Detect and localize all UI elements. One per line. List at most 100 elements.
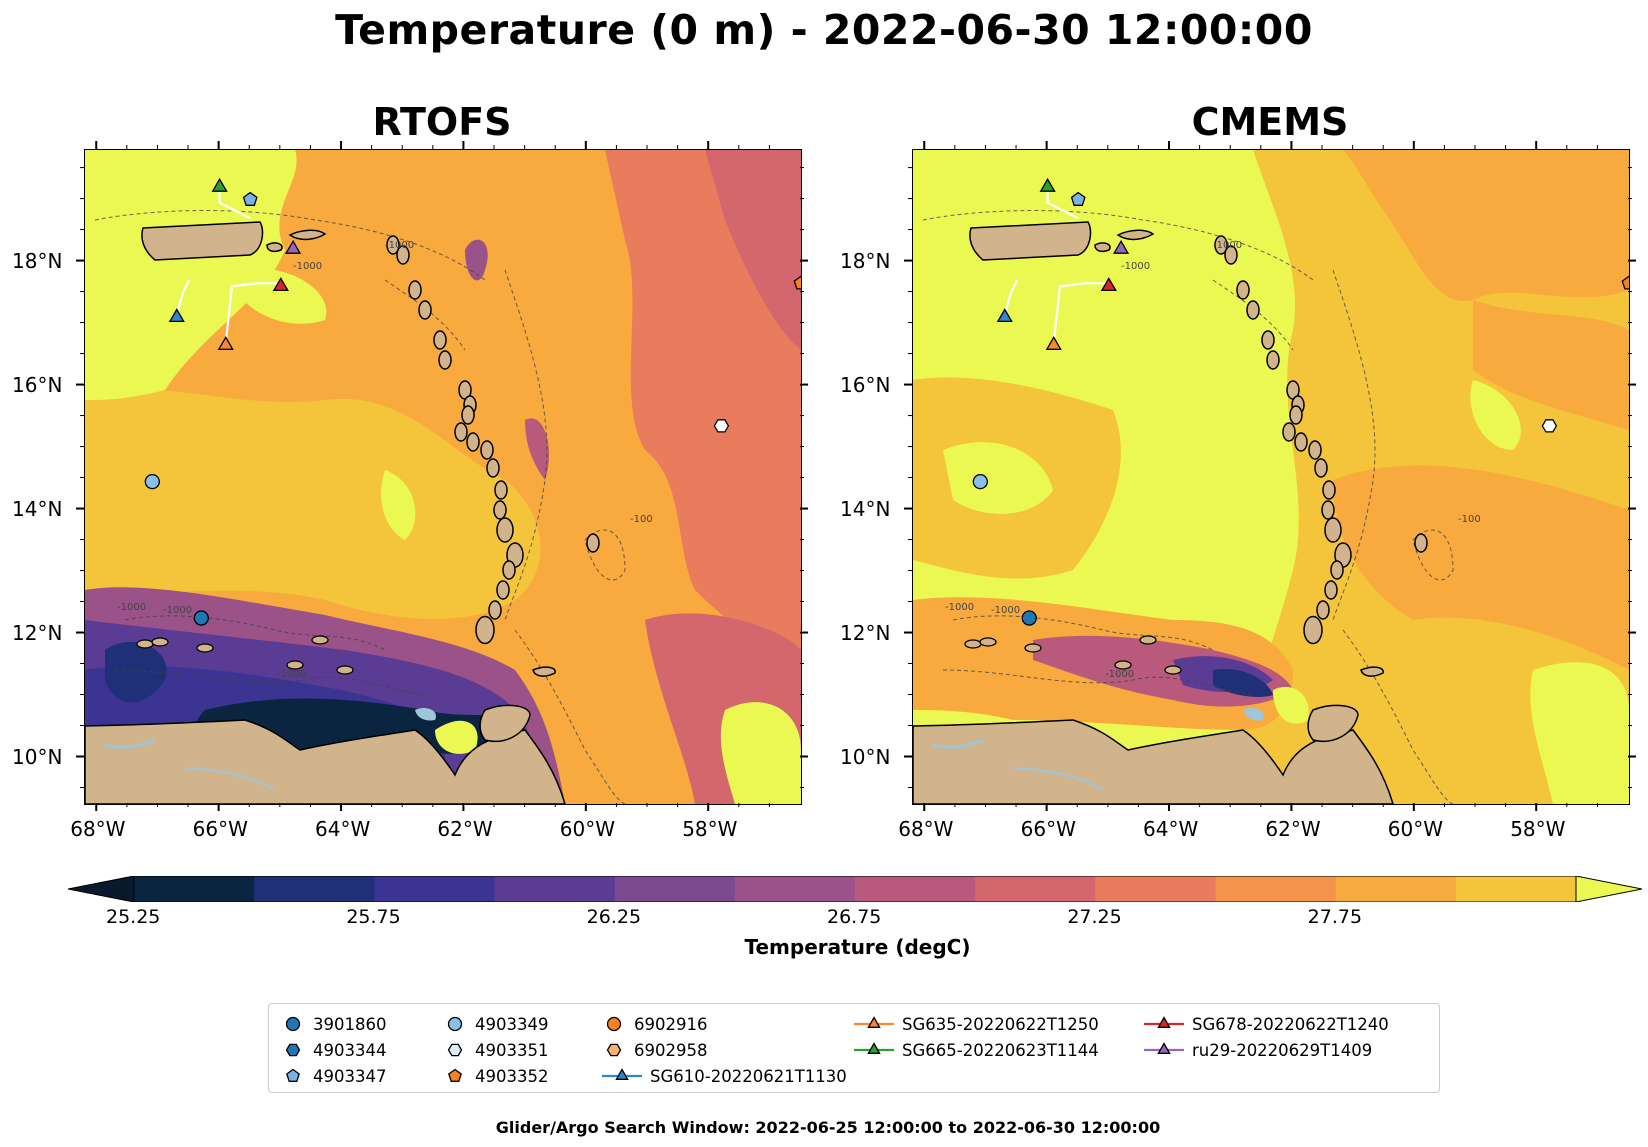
colorbar-segment: [1335, 876, 1457, 902]
lon-tick-label: 66°W: [1020, 817, 1076, 841]
legend-item: SG635-20220622T1250: [854, 1014, 1099, 1034]
map-panel-cmems: -1000 -1000 -1000 -100 -1000 -1000: [912, 149, 1630, 805]
contour-label: -1000: [163, 605, 192, 616]
lat-tick-label: 10°N: [12, 744, 63, 769]
lat-tick-label: 14°N: [840, 496, 891, 521]
lat-tick-label: 10°N: [840, 744, 891, 769]
legend-label: SG610-20220621T1130: [650, 1066, 847, 1086]
glider-track: [1003, 279, 1018, 315]
marker-4903352: [1621, 275, 1629, 290]
contour-label: -1000: [991, 605, 1020, 616]
marker-4903352: [793, 275, 801, 290]
marker-4903347: [242, 191, 258, 206]
colorbar-tick-label: 27.25: [1067, 906, 1122, 928]
contour-label: -1000: [385, 240, 414, 251]
glider-track: [224, 282, 281, 343]
colorbar-segment: [614, 876, 736, 902]
legend-label: 4903351: [475, 1040, 549, 1060]
legend-marker: [447, 1043, 463, 1057]
figure-title: Temperature (0 m) - 2022-06-30 12:00:00: [335, 6, 1313, 54]
legend-item: SG678-20220622T1240: [1144, 1014, 1389, 1034]
marker-SG678-20220622T1240: [1100, 277, 1117, 292]
marker-3901860: [193, 610, 209, 626]
glider-track: [218, 190, 251, 220]
marker-SG665-20220623T1144: [1039, 177, 1056, 192]
legend-label: ru29-20220629T1409: [1192, 1040, 1373, 1060]
marker-3901860: [1021, 610, 1037, 626]
legend-item: 3901860: [281, 1014, 387, 1034]
triangle-marker-icon: [1144, 1016, 1184, 1028]
circle-marker-icon: [447, 1016, 463, 1032]
hexagon-marker-icon: [285, 1043, 301, 1057]
marker-SG678-20220622T1240: [272, 277, 289, 292]
colorbar-segment: [734, 876, 856, 902]
legend-item: 4903351: [443, 1040, 549, 1060]
legend-marker: [285, 1043, 301, 1057]
legend-item: ru29-20220629T1409: [1144, 1040, 1372, 1060]
panel-title-rtofs: RTOFS: [372, 100, 512, 144]
marker-4903349: [972, 473, 988, 490]
legend-label: 4903352: [475, 1066, 549, 1086]
triangle-marker-icon: [854, 1016, 894, 1028]
legend-item: 6902916: [602, 1014, 708, 1034]
lat-tick-label: 12°N: [12, 620, 63, 645]
lon-tick-label: 60°W: [1387, 817, 1444, 841]
lon-tick-label: 58°W: [1510, 817, 1566, 841]
lat-tick-label: 12°N: [840, 620, 891, 645]
lon-tick-label: 62°W: [1265, 817, 1321, 841]
colorbar-segment: [494, 876, 616, 902]
lon-tick-label: 68°W: [898, 817, 954, 841]
legend-item: SG665-20220623T1144: [854, 1040, 1099, 1060]
legend-item: 4903347: [281, 1066, 387, 1086]
marker-ru29-20220629T1409: [1112, 239, 1130, 254]
colorbar-tick-label: 25.75: [346, 906, 401, 928]
contour-label: -1000: [277, 669, 306, 680]
contour-label: -100: [630, 514, 653, 525]
legend-item: 6902958: [602, 1040, 708, 1060]
legend-marker: [606, 1016, 622, 1032]
legend-item: 4903349: [443, 1014, 549, 1034]
lon-tick-label: 58°W: [682, 817, 738, 841]
colorbar-segment: [134, 876, 255, 902]
map-panel-rtofs: -1000 -1000 -1000 -100 -1000 -1000: [84, 149, 802, 805]
triangle-marker-icon: [854, 1042, 894, 1054]
lon-tick-label: 64°W: [315, 817, 371, 841]
marker-SG635-20220622T1250: [217, 336, 234, 350]
lat-tick-label: 16°N: [840, 372, 891, 397]
lat-tick-label: 14°N: [12, 496, 63, 521]
colorbar-segment: [1455, 876, 1577, 902]
colorbar-title: Temperature (degC): [744, 935, 971, 959]
colorbar-tick-label: 26.75: [827, 906, 882, 928]
legend-marker: [447, 1016, 463, 1032]
legend-label: 4903349: [475, 1014, 549, 1034]
legend-marker: [867, 1042, 881, 1054]
legend-label: 6902958: [634, 1040, 708, 1060]
legend-label: SG635-20220622T1250: [902, 1014, 1099, 1034]
legend-marker: [286, 1068, 300, 1082]
marker-SG635-20220622T1250: [1045, 336, 1062, 350]
lon-tick-label: 64°W: [1143, 817, 1199, 841]
legend-label: 3901860: [313, 1014, 387, 1034]
legend-marker: [867, 1016, 881, 1028]
lon-tick-label: 62°W: [437, 817, 493, 841]
legend-marker: [606, 1043, 622, 1057]
glider-track: [1046, 190, 1079, 220]
temperature-field: -1000 -1000 -1000 -100 -1000 -1000: [85, 150, 801, 804]
temperature-field: -1000 -1000 -1000 -100 -1000 -1000: [913, 150, 1629, 804]
pentagon-marker-icon: [286, 1068, 300, 1082]
hexagon-marker-icon: [447, 1043, 463, 1057]
marker-SG610-20220621T1130: [168, 308, 185, 323]
circle-marker-icon: [606, 1016, 622, 1032]
lon-tick-label: 68°W: [70, 817, 126, 841]
legend-label: SG665-20220623T1144: [902, 1040, 1099, 1060]
colorbar-segment: [855, 876, 976, 902]
triangle-marker-icon: [1144, 1042, 1184, 1054]
contour-label: -1000: [1105, 669, 1134, 680]
colorbar-segment: [254, 876, 375, 902]
colorbar-segment: [975, 876, 1096, 902]
legend-label: 6902916: [634, 1014, 708, 1034]
contour-label: -1000: [1121, 261, 1150, 272]
colorbar: [68, 876, 1642, 902]
colorbar-tick-label: 25.25: [106, 906, 161, 928]
legend-item: 4903352: [443, 1066, 549, 1086]
